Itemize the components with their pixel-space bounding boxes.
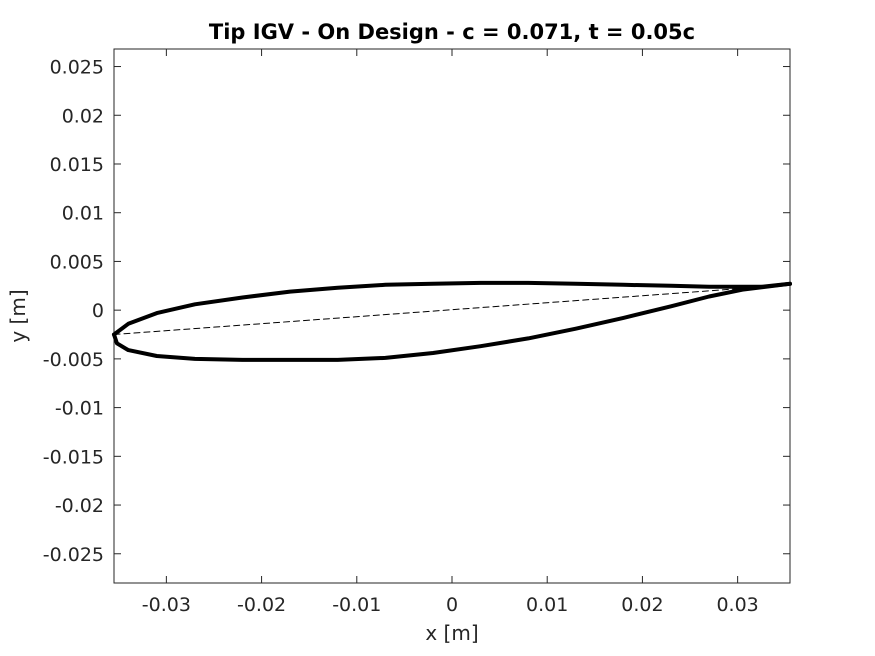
x-tick-label: -0.03 bbox=[142, 594, 191, 616]
y-axis-label: y [m] bbox=[6, 289, 30, 342]
y-axis-ticks: 0.025 0.02 0.015 0.01 0.005 0 -0.005 -0.01 -0.01… bbox=[43, 57, 790, 566]
chart-title: Tip IGV - On Design - c = 0.071, t = 0.0… bbox=[209, 20, 695, 44]
y-tick-label: 0.005 bbox=[50, 251, 104, 273]
plot-area: -0.03 -0.02 -0.01 0 0.01 0.02 0.03 0.0250.020.… bbox=[43, 48, 792, 616]
camber-line bbox=[113, 287, 753, 335]
y-tick-label: -0.025 bbox=[43, 544, 104, 566]
x-tick-label: 0.02 bbox=[621, 594, 663, 616]
x-axis-ticks: -0.03 -0.02 -0.01 0 0.01 0.02 0.03 bbox=[142, 49, 759, 616]
upper-surface-line bbox=[112, 280, 792, 337]
x-tick-label: 0 bbox=[446, 594, 458, 616]
x-axis-label: x [m] bbox=[425, 621, 478, 645]
y-tick-label: 0.02 bbox=[62, 105, 104, 127]
lower-surface-line bbox=[112, 281, 792, 362]
x-tick-label: 0.01 bbox=[526, 594, 568, 616]
series-layer bbox=[112, 280, 792, 362]
x-tick-label: -0.02 bbox=[237, 594, 286, 616]
y-tick-label: 0.025 bbox=[50, 57, 104, 79]
x-tick-label: 0.03 bbox=[716, 594, 758, 616]
y-tick-label: 0.01 bbox=[62, 203, 104, 225]
y-tick-label: 0 bbox=[92, 300, 104, 322]
y-tick-label: 0.015 bbox=[50, 154, 104, 176]
y-tick-label: -0.015 bbox=[43, 446, 104, 468]
y-tick-label: -0.01 bbox=[55, 398, 104, 420]
x-tick-label: -0.01 bbox=[332, 594, 381, 616]
y-tick-label: -0.005 bbox=[43, 349, 104, 371]
y-tick-label: -0.02 bbox=[55, 495, 104, 517]
